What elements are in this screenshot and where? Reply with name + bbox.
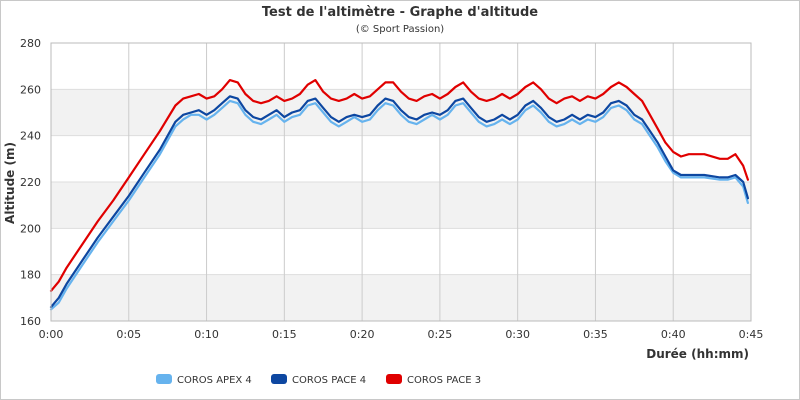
y-tick-label: 220 [20, 176, 41, 189]
y-tick-label: 200 [20, 222, 41, 235]
grid-band [51, 182, 751, 229]
series-line-3 [49, 79, 749, 292]
x-tick-label: 0:20 [350, 328, 375, 341]
x-axis-title: Durée (hh:mm) [646, 347, 749, 361]
legend-swatch [156, 374, 172, 384]
x-tick-label: 0:30 [505, 328, 530, 341]
grid-band [51, 274, 751, 321]
x-tick-label: 0:15 [272, 328, 297, 341]
x-tick-label: 0:05 [116, 328, 141, 341]
legend-swatch [271, 374, 287, 384]
x-tick-label: 0:00 [39, 328, 64, 341]
x-tick-label: 0:45 [739, 328, 764, 341]
y-tick-label: 260 [20, 83, 41, 96]
x-tick-label: 0:40 [661, 328, 686, 341]
chart-title: Test de l'altimètre - Graphe d'altitude [262, 5, 538, 20]
series-line-1 [49, 99, 749, 311]
plot-border [50, 42, 752, 322]
legend-label: COROS APEX 4 [177, 375, 252, 386]
x-axis-ticks: 0:00 0:05 0:10 0:15 0:20 0:25 0:30 0:35 0:40 0:45 [39, 328, 764, 341]
y-tick-label: 160 [20, 315, 41, 328]
x-tick-label: 0:25 [428, 328, 453, 341]
series-layer [49, 79, 749, 311]
legend-swatch [386, 374, 402, 384]
chart-subtitle: (© Sport Passion) [356, 24, 444, 35]
x-tick-label: 0:10 [194, 328, 219, 341]
y-tick-label: 280 [20, 37, 41, 50]
x-tick-label: 0:35 [583, 328, 608, 341]
plot-frame [50, 42, 752, 322]
legend-label: COROS PACE 4 [292, 375, 366, 386]
legend-label: COROS PACE 3 [407, 375, 481, 386]
y-axis-ticks: 160 180 200 220 240 260 280 [20, 37, 41, 328]
legend: COROS APEX 4 COROS PACE 4 COROS PACE 3 [156, 374, 481, 386]
y-tick-label: 240 [20, 130, 41, 143]
grid-band [51, 89, 751, 136]
series-line-2 [49, 95, 749, 309]
y-tick-label: 180 [20, 269, 41, 282]
y-axis-title: Altitude (m) [3, 142, 17, 224]
